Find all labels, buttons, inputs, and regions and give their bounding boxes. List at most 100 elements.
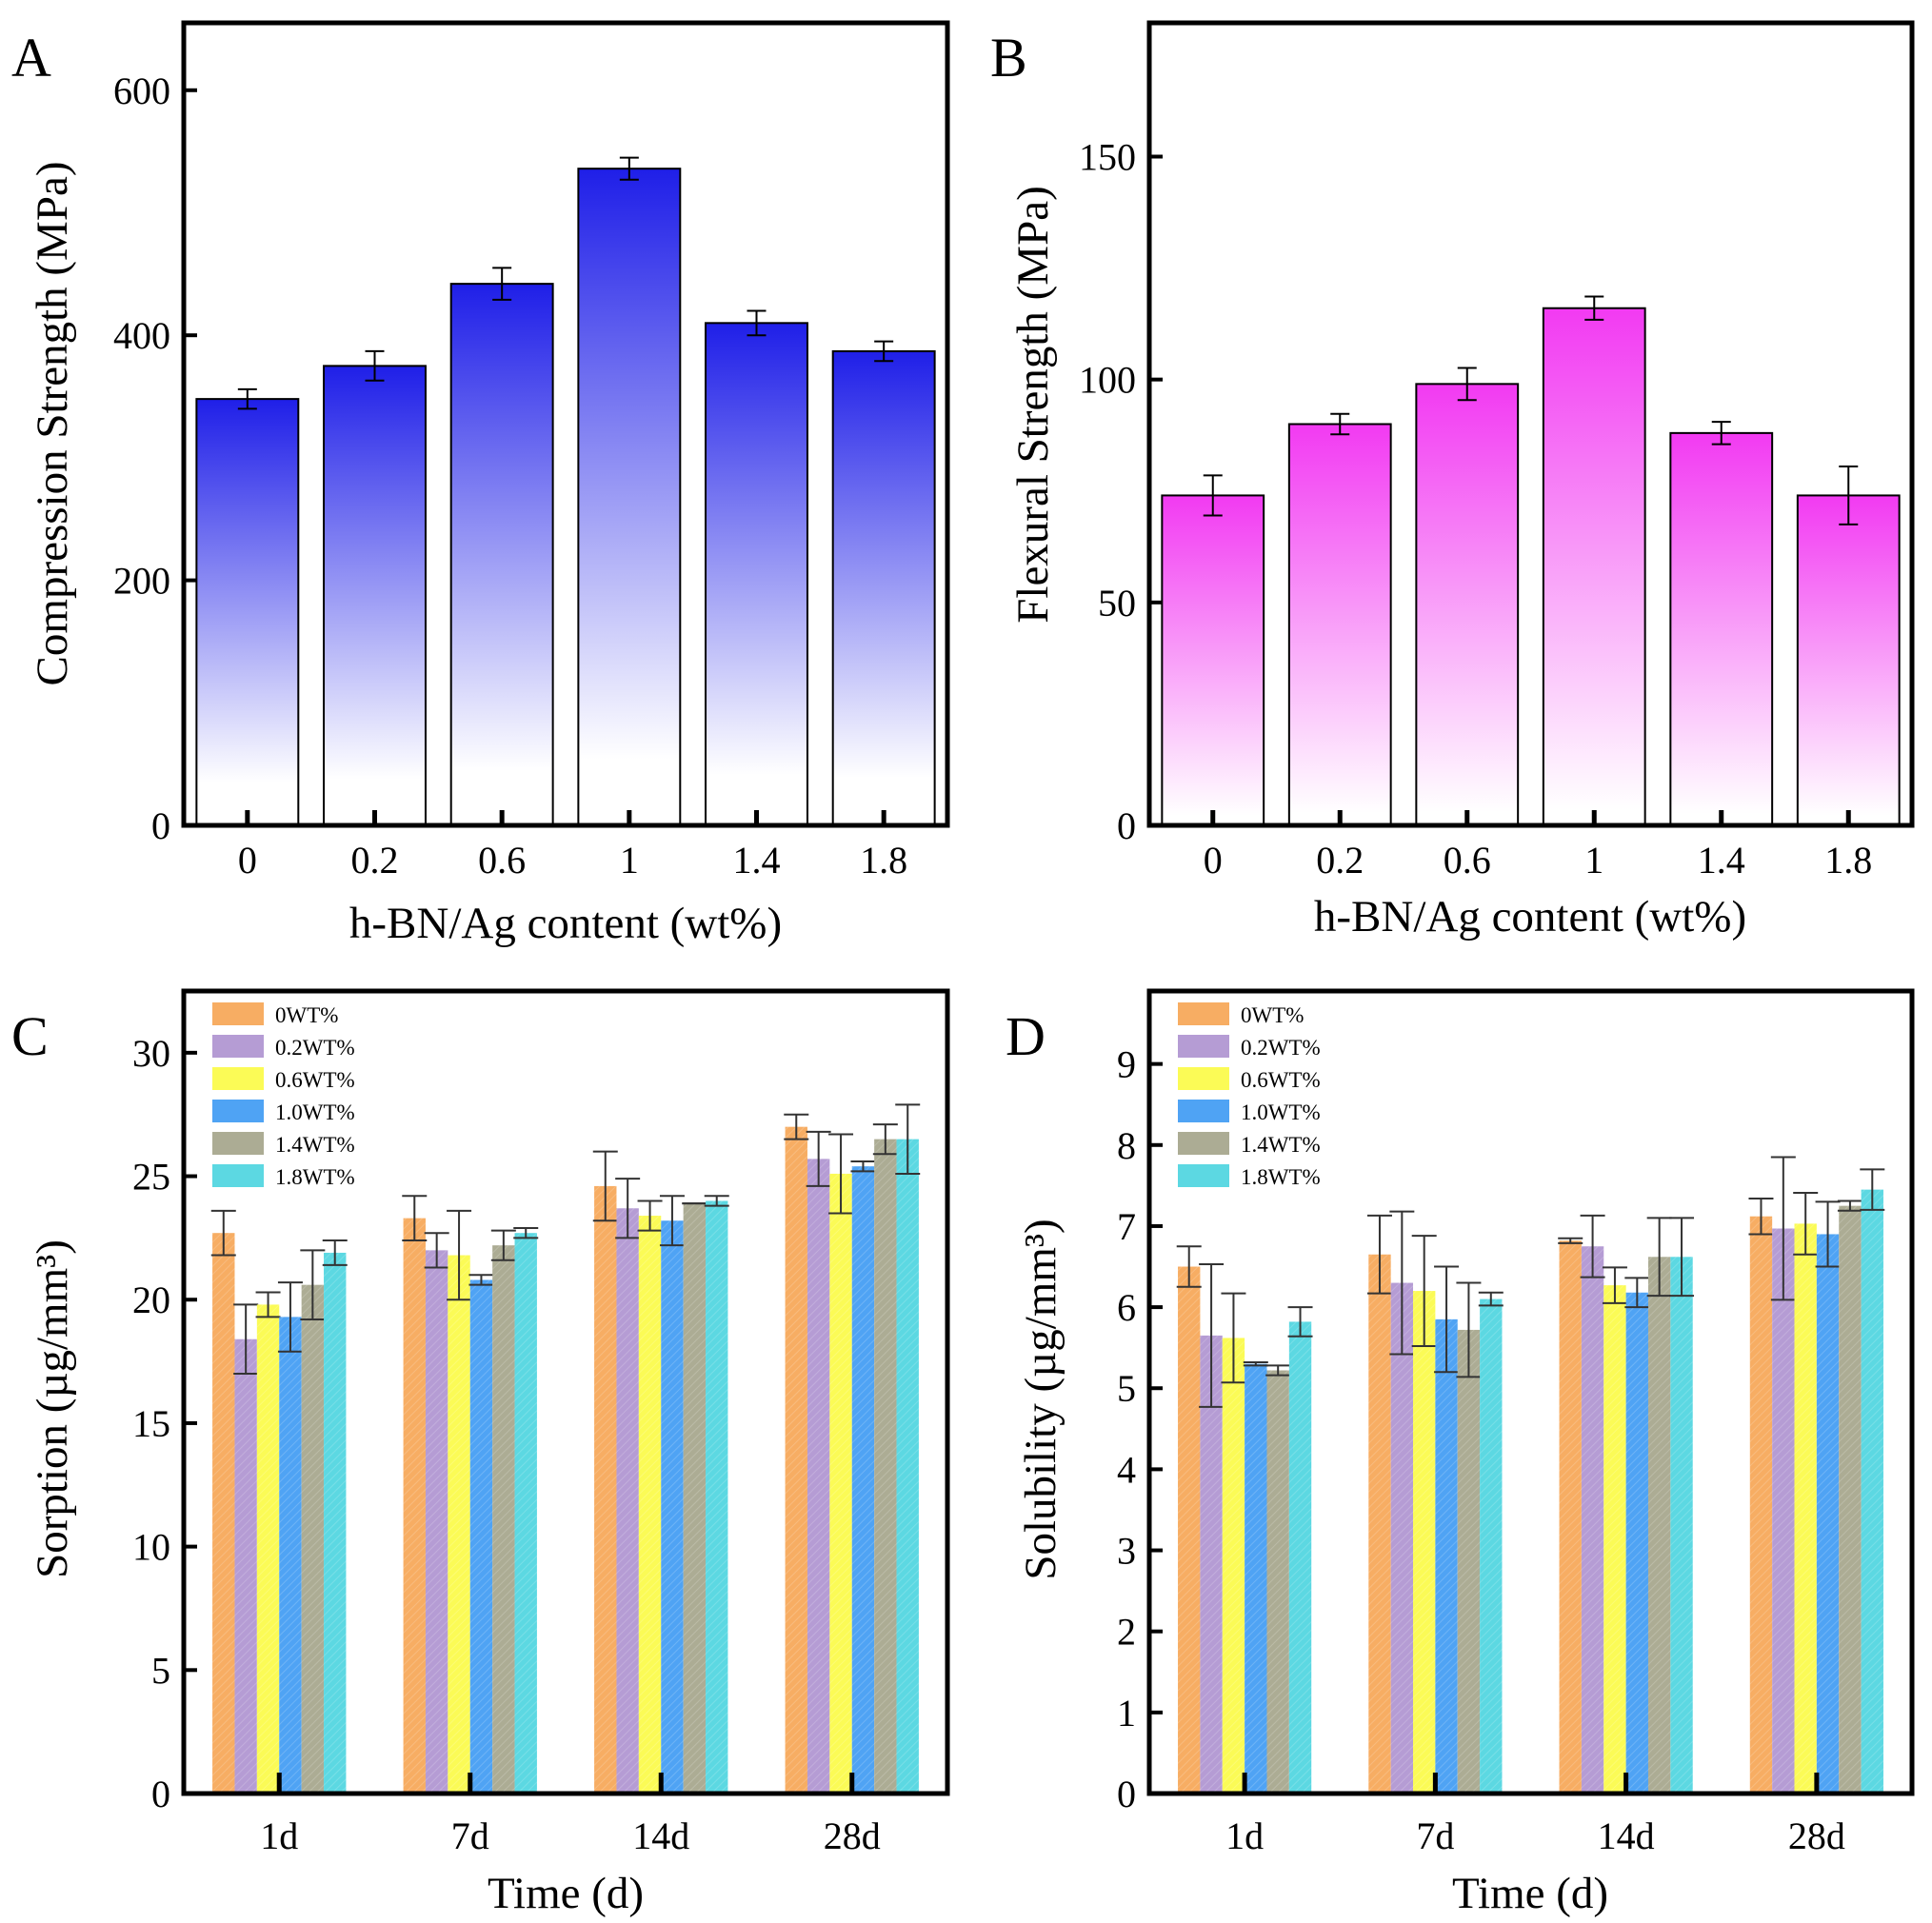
bar-texture bbox=[1749, 1216, 1773, 1794]
bar-texture bbox=[1647, 1257, 1671, 1794]
bar bbox=[705, 322, 808, 826]
legend-label: 1.8WT% bbox=[1241, 1165, 1321, 1189]
x-tick-label: 14d bbox=[632, 1814, 689, 1857]
bar bbox=[1287, 423, 1392, 826]
x-tick-label: 1.4 bbox=[1698, 839, 1745, 882]
legend-label: 0.6WT% bbox=[1241, 1068, 1321, 1092]
y-tick-label: 0 bbox=[1117, 804, 1136, 847]
bar-texture bbox=[1839, 1205, 1862, 1794]
bar-texture bbox=[1794, 1223, 1817, 1794]
bar bbox=[831, 349, 936, 826]
bar-texture bbox=[1245, 1363, 1267, 1794]
bar-texture bbox=[1559, 1240, 1582, 1794]
chart-panel-a: 0 200 400 600 0 0.2 0.6 1 1.4 1.8 Compression St… bbox=[28, 20, 950, 948]
y-axis-label: Solubility (µg/mm³) bbox=[1016, 1219, 1066, 1579]
bar-texture bbox=[683, 1203, 707, 1794]
y-tick-label: 25 bbox=[132, 1156, 170, 1199]
x-tick-label: 0.6 bbox=[1444, 839, 1491, 882]
bar bbox=[449, 283, 554, 826]
y-tick-label: 0 bbox=[1117, 1773, 1136, 1815]
bar-texture bbox=[1288, 1321, 1312, 1794]
bar-texture bbox=[874, 1139, 897, 1794]
bar-texture bbox=[212, 1233, 235, 1794]
legend-label: 1.0WT% bbox=[1241, 1100, 1321, 1124]
legend-label: 1.4WT% bbox=[275, 1133, 355, 1157]
y-tick-label: 200 bbox=[113, 560, 170, 603]
legend-swatch bbox=[212, 1002, 264, 1025]
bar-texture bbox=[1413, 1291, 1436, 1794]
bar bbox=[1796, 494, 1901, 827]
x-tick-label: 7d bbox=[1416, 1814, 1454, 1857]
panel-letter-d: D bbox=[1006, 1005, 1046, 1067]
x-axis-label: h-BN/Ag content (wt%) bbox=[349, 899, 782, 948]
x-tick-label: 1d bbox=[260, 1814, 298, 1857]
y-tick-label: 2 bbox=[1117, 1611, 1136, 1654]
bar-texture bbox=[1772, 1228, 1795, 1794]
bar-texture bbox=[1861, 1189, 1883, 1794]
legend-label: 0.2WT% bbox=[1241, 1036, 1321, 1060]
legend-swatch bbox=[1178, 1035, 1229, 1058]
x-tick-label: 1 bbox=[620, 839, 639, 882]
x-tick-label: 0.2 bbox=[1316, 839, 1364, 882]
bar-texture bbox=[661, 1220, 684, 1794]
bar-texture bbox=[1435, 1318, 1458, 1794]
panel-letter-c: C bbox=[11, 1005, 49, 1067]
bar bbox=[323, 365, 427, 826]
bar-texture bbox=[1581, 1246, 1604, 1794]
plot-frame bbox=[1146, 20, 1915, 828]
bar-texture bbox=[1390, 1282, 1414, 1794]
legend-label: 1.0WT% bbox=[275, 1100, 355, 1124]
bar-texture bbox=[1200, 1335, 1223, 1794]
x-tick-label: 0.6 bbox=[478, 839, 526, 882]
bar-texture bbox=[469, 1279, 493, 1794]
bar-texture bbox=[256, 1304, 280, 1794]
x-tick-label: 28d bbox=[824, 1814, 881, 1857]
panel-letter-b: B bbox=[990, 27, 1027, 89]
x-axis-label: h-BN/Ag content (wt%) bbox=[1314, 892, 1746, 942]
y-tick-label: 150 bbox=[1079, 136, 1136, 179]
legend-swatch bbox=[212, 1164, 264, 1187]
y-tick-label: 6 bbox=[1117, 1286, 1136, 1329]
y-tick-label: 8 bbox=[1117, 1124, 1136, 1167]
panel-letter-a: A bbox=[11, 27, 51, 89]
y-tick-label: 9 bbox=[1117, 1043, 1136, 1086]
bar bbox=[195, 398, 300, 826]
x-tick-label: 14d bbox=[1598, 1814, 1655, 1857]
bar-texture bbox=[616, 1208, 639, 1794]
bar-texture bbox=[324, 1252, 347, 1794]
legend-label: 1.4WT% bbox=[1241, 1133, 1321, 1157]
bar-texture bbox=[1603, 1285, 1626, 1794]
y-tick-label: 1 bbox=[1117, 1692, 1136, 1735]
legend: 0WT% 0.2WT% 0.6WT% 1.0WT% 1.4WT% 1.8WT% bbox=[212, 1002, 355, 1189]
bar-texture bbox=[403, 1218, 426, 1794]
x-tick-label: 0 bbox=[238, 839, 257, 882]
y-axis-label: Compression Strength (MPa) bbox=[28, 162, 77, 686]
bar-texture bbox=[301, 1284, 325, 1794]
x-axis-label: Time (d) bbox=[1452, 1869, 1608, 1918]
y-tick-label: 5 bbox=[1117, 1367, 1136, 1410]
bar-texture bbox=[1816, 1234, 1840, 1794]
legend-swatch bbox=[212, 1035, 264, 1058]
bar-texture bbox=[807, 1159, 830, 1794]
x-tick-label: 28d bbox=[1788, 1814, 1845, 1857]
legend-swatch bbox=[1178, 1164, 1229, 1187]
bar-texture bbox=[514, 1233, 537, 1794]
x-tick-label: 1 bbox=[1584, 839, 1603, 882]
bar-texture bbox=[279, 1317, 302, 1794]
x-tick-label: 7d bbox=[451, 1814, 489, 1857]
bar-texture bbox=[1178, 1266, 1201, 1794]
chart-panel-c: 0 5 10 15 20 25 30 1d 7d 14d 28d 0WT% 0.2WT% 0.6WT%… bbox=[28, 988, 950, 1918]
bar-texture bbox=[594, 1185, 617, 1794]
y-tick-label: 10 bbox=[132, 1526, 170, 1569]
bar-texture bbox=[234, 1338, 257, 1794]
legend-swatch bbox=[1178, 1132, 1229, 1155]
bar-texture bbox=[1266, 1370, 1289, 1794]
legend-label: 0WT% bbox=[275, 1003, 338, 1027]
y-tick-label: 600 bbox=[113, 69, 170, 112]
legend-swatch bbox=[212, 1067, 264, 1090]
x-tick-label: 1d bbox=[1225, 1814, 1264, 1857]
chart-panel-d: 0 1 2 3 4 5 6 7 8 9 1d 7d 14d 28d 0WT% 0.2WT% 0.6WT% 1.… bbox=[1016, 988, 1915, 1918]
y-tick-label: 5 bbox=[151, 1649, 170, 1692]
y-tick-label: 4 bbox=[1117, 1448, 1136, 1491]
